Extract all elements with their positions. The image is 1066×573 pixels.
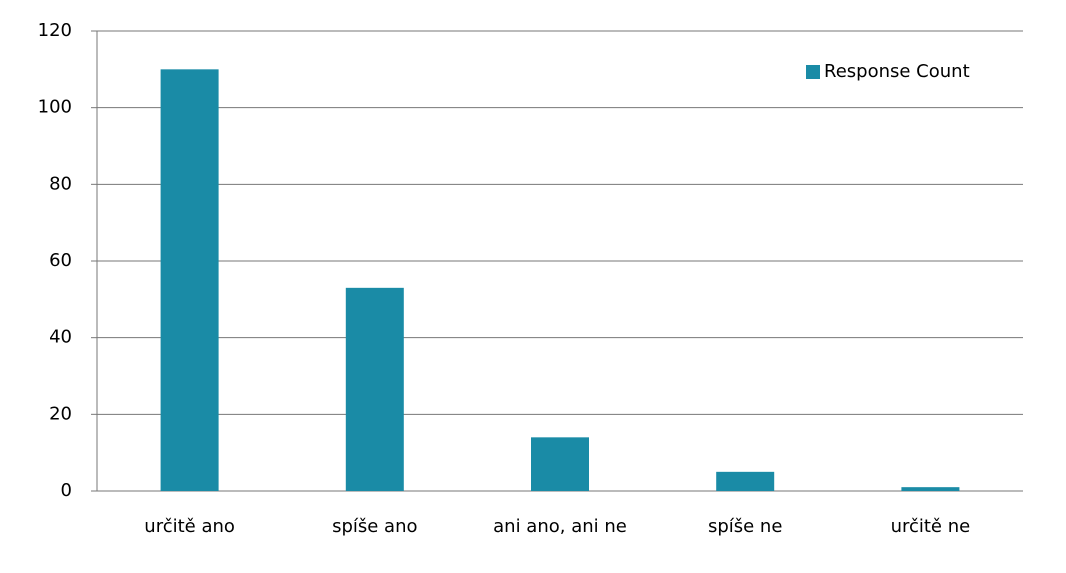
x-tick-label: spíše ne bbox=[708, 516, 782, 537]
bar bbox=[716, 471, 775, 491]
bar bbox=[160, 69, 219, 491]
y-tick-label: 40 bbox=[49, 327, 72, 348]
x-tick-label: určitě ne bbox=[891, 516, 971, 537]
x-tick-label: určitě ano bbox=[144, 516, 235, 537]
legend-swatch bbox=[806, 65, 820, 79]
y-tick-label: 20 bbox=[49, 403, 72, 424]
y-tick-label: 0 bbox=[61, 480, 72, 501]
legend-label: Response Count bbox=[824, 61, 970, 82]
y-tick-label: 100 bbox=[38, 97, 72, 118]
y-tick-label: 120 bbox=[38, 20, 72, 41]
x-tick-label: ani ano, ani ne bbox=[493, 516, 627, 537]
bar bbox=[531, 437, 589, 491]
bar bbox=[901, 487, 960, 491]
x-tick-label: spíše ano bbox=[332, 516, 417, 537]
bar bbox=[345, 287, 404, 491]
y-tick-label: 80 bbox=[49, 173, 72, 194]
y-tick-label: 60 bbox=[49, 250, 72, 271]
